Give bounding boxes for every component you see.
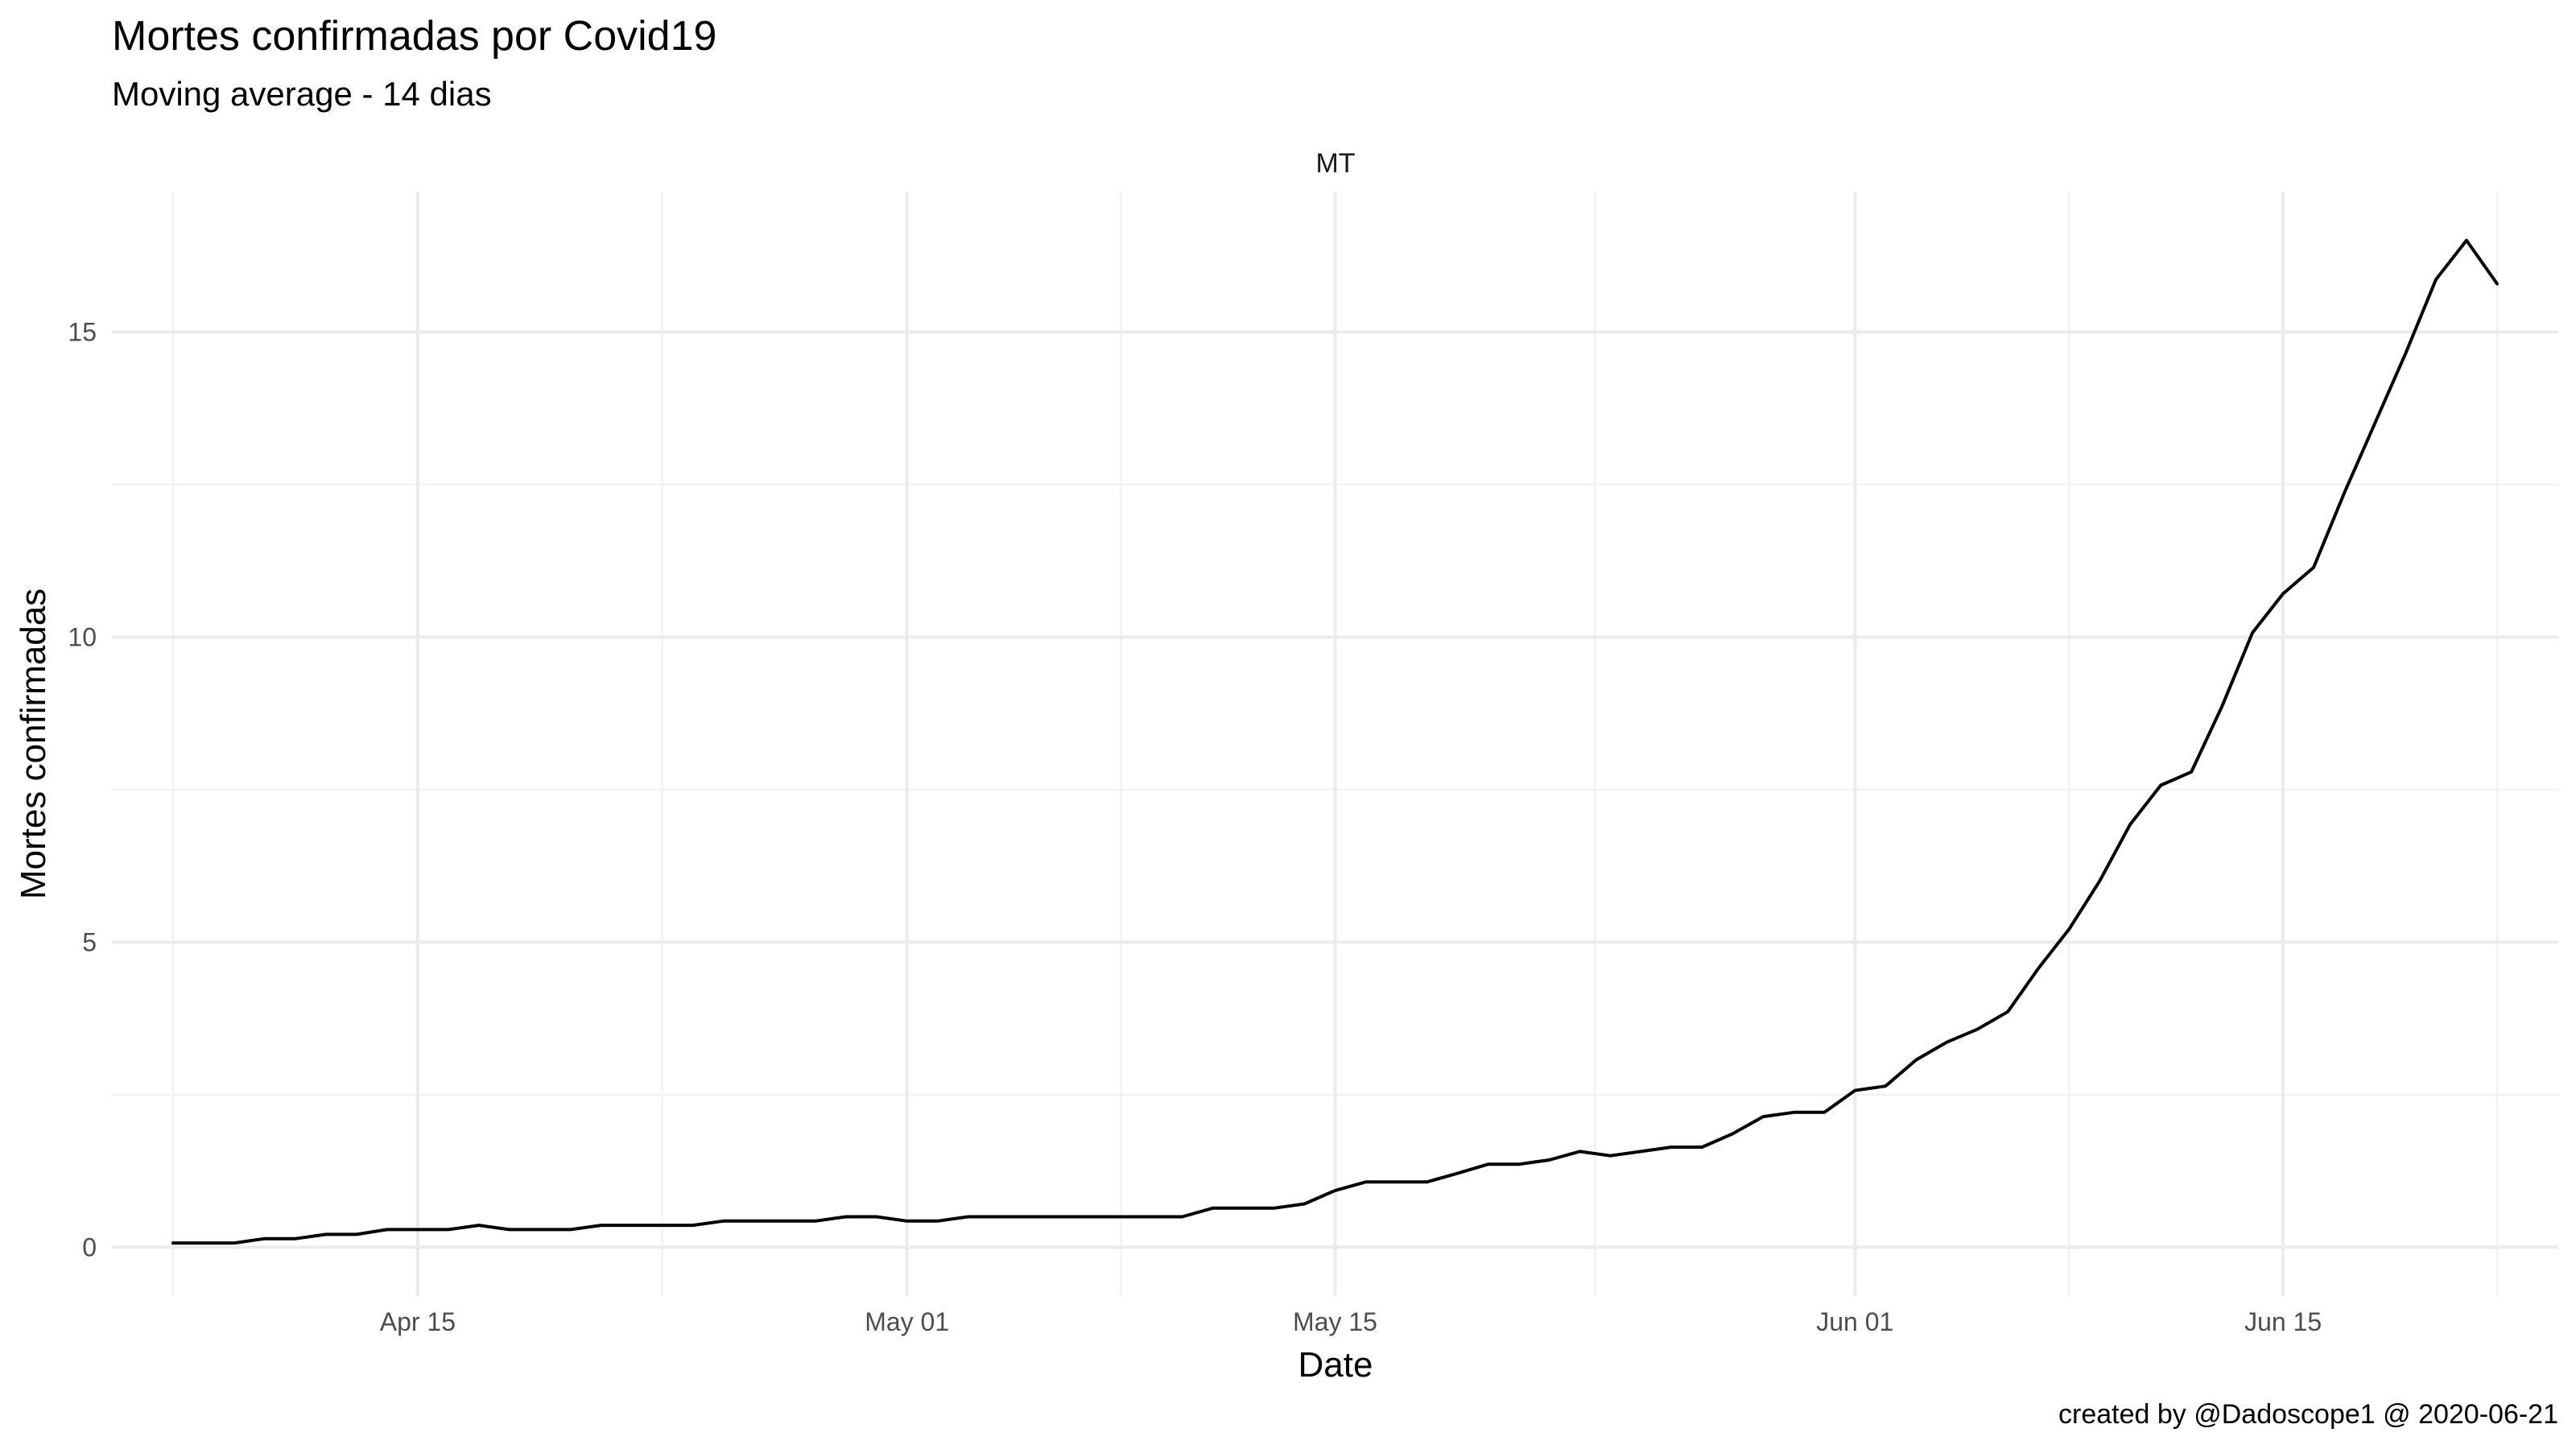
grid: [112, 192, 2558, 1296]
chart-caption: created by @Dadoscope1 @ 2020-06-21: [2058, 1399, 2558, 1430]
y-tick-label: 5: [82, 927, 97, 956]
x-tick-label: Jun 01: [1816, 1307, 1893, 1336]
y-axis-ticks: 0 5 10 15: [68, 317, 97, 1261]
chart-subtitle: Moving average - 14 dias: [112, 75, 492, 113]
y-tick-label: 15: [68, 317, 97, 346]
y-axis-title: Mortes confirmadas: [14, 588, 53, 899]
series-line: [171, 238, 2499, 1245]
y-tick-label: 0: [82, 1232, 97, 1261]
x-tick-label: Apr 15: [380, 1307, 456, 1336]
x-tick-label: Jun 15: [2244, 1307, 2322, 1336]
series-group: [171, 238, 2499, 1245]
x-axis-ticks: Apr 15 May 01 May 15 Jun 01 Jun 15: [380, 1307, 2322, 1336]
x-tick-label: May 15: [1293, 1307, 1377, 1336]
facet-strip-label: MT: [1315, 148, 1355, 179]
x-axis-title: Date: [1298, 1345, 1373, 1385]
y-tick-label: 10: [68, 622, 97, 651]
chart-title: Mortes confirmadas por Covid19: [112, 13, 716, 60]
x-tick-label: May 01: [865, 1307, 949, 1336]
